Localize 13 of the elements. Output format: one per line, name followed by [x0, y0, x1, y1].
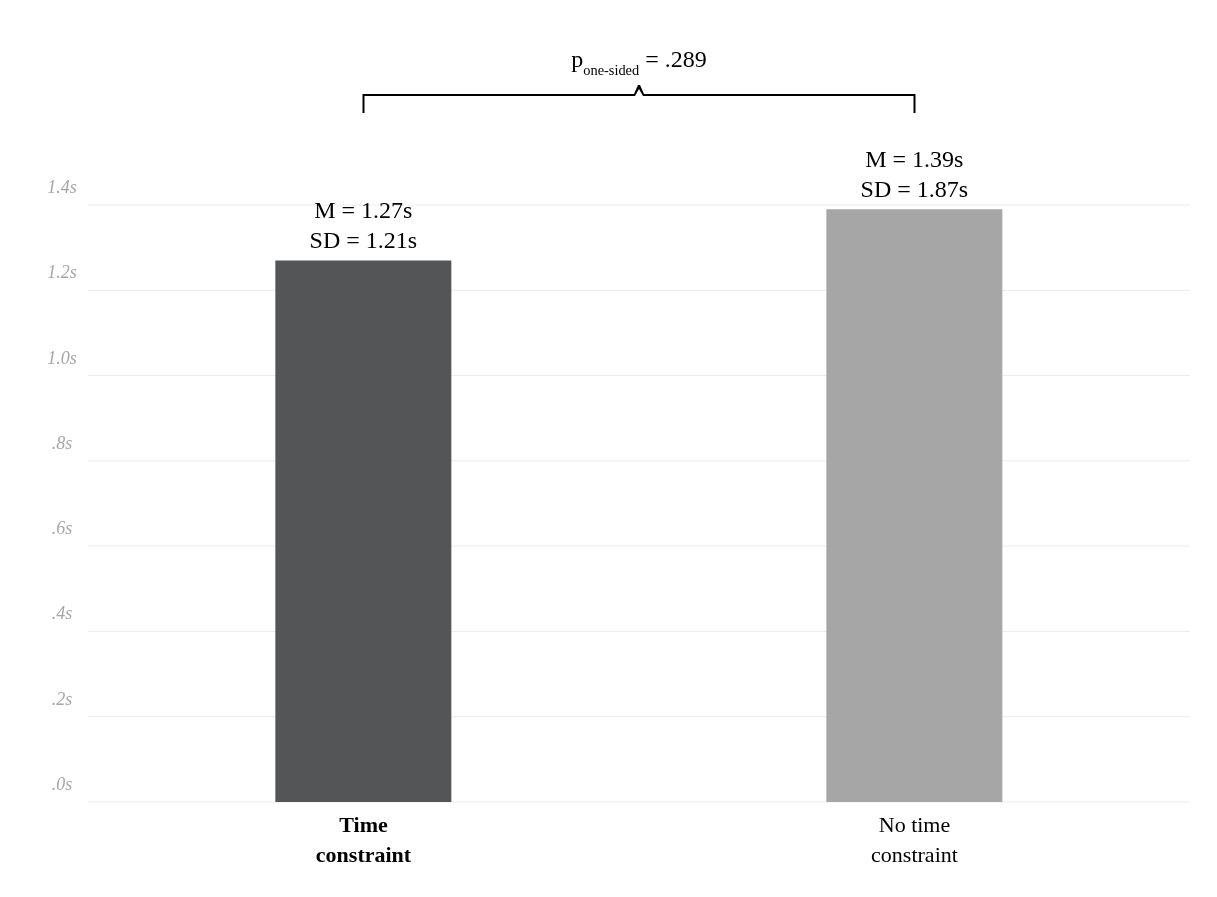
data-label: M = 1.39s SD = 1.87s	[860, 146, 969, 203]
x-tick-label: Time constraint	[315, 812, 412, 867]
y-tick-label: .8s	[51, 432, 73, 453]
y-tick-label: 1.2s	[47, 262, 77, 283]
x-tick-label: No time constraint	[871, 812, 958, 867]
y-tick-label: .6s	[51, 518, 73, 539]
y-tick-label: 1.4s	[47, 177, 77, 197]
data-label: M = 1.27s SD = 1.21s	[309, 197, 418, 254]
y-tick-label: .4s	[51, 603, 73, 624]
y-tick-label: .0s	[51, 774, 73, 794]
y-tick-label: 1.0s	[47, 347, 77, 368]
y-tick-label: .2s	[51, 688, 73, 709]
text: p$_{one-sided}$ = .289	[571, 46, 707, 78]
